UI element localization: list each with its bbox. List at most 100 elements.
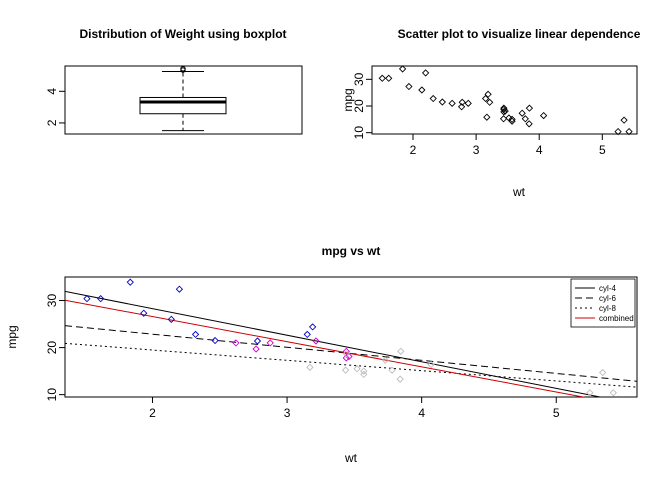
legend-label-combined: combined xyxy=(599,314,634,323)
scatter-point xyxy=(385,74,393,82)
boxplot-y-tick-label: 2 xyxy=(45,119,59,126)
point-cyl-8 xyxy=(306,363,314,371)
scatter-x-tick-label: 4 xyxy=(536,143,543,157)
point-cyl-8 xyxy=(427,360,435,369)
point-cyl-4 xyxy=(253,337,262,345)
legend-label-cyl-8: cyl-8 xyxy=(599,304,616,313)
scatter-point xyxy=(518,109,526,117)
point-cyl-4 xyxy=(140,309,148,317)
grouped-y-axis: 10 20 30 xyxy=(45,294,66,402)
scatter-y-tick-label: 10 xyxy=(352,126,366,140)
grouped-x-label: wt xyxy=(344,451,358,465)
scatter-point xyxy=(499,115,508,123)
legend-box xyxy=(570,278,636,328)
boxplot-iqr-box xyxy=(139,96,227,115)
scatter-points xyxy=(378,65,633,136)
scatter-point xyxy=(464,99,472,107)
point-cyl-8 xyxy=(360,370,368,379)
scatter-y-tick-label: 20 xyxy=(352,99,366,113)
legend-label-cyl-4: cyl-4 xyxy=(599,284,616,293)
scatter-point xyxy=(421,69,430,77)
point-cyl-4 xyxy=(191,330,200,339)
boxplot-outlier xyxy=(180,66,186,72)
scatter-x-tick-label: 2 xyxy=(410,143,417,157)
scatter-point xyxy=(625,127,633,136)
grouped-title: mpg vs wt xyxy=(322,244,381,258)
boxplot-panel: Distribution of Weight using boxplot 24 xyxy=(45,27,303,135)
scatter-point xyxy=(539,111,548,120)
fit-line-cyl-8 xyxy=(65,342,637,388)
scatter-point xyxy=(448,99,456,107)
scatter-x-tick-label: 3 xyxy=(473,143,480,157)
scatter-point xyxy=(457,103,466,111)
point-cyl-4 xyxy=(303,330,311,339)
grouped-y-tick-label: 30 xyxy=(45,294,59,308)
point-cyl-4 xyxy=(175,285,184,293)
point-cyl-6 xyxy=(252,345,260,353)
scatter-point xyxy=(525,104,534,112)
point-cyl-4 xyxy=(97,295,105,303)
grouped-x-tick-label: 3 xyxy=(284,406,291,420)
grouped-y-label: mpg xyxy=(5,325,19,348)
scatter-title: Scatter plot to visualize linear depende… xyxy=(398,27,641,41)
scatter-point xyxy=(483,113,491,121)
point-cyl-8 xyxy=(586,389,594,397)
scatter-point xyxy=(521,115,529,123)
fit-line-combined xyxy=(65,299,586,397)
legend-label-cyl-6: cyl-6 xyxy=(599,294,616,303)
point-cyl-4 xyxy=(83,295,91,303)
scatter-point xyxy=(405,82,413,91)
point-cyl-8 xyxy=(353,365,361,373)
grouped-x-tick-label: 5 xyxy=(553,406,560,420)
scatter-point xyxy=(500,104,508,112)
scatter-point xyxy=(620,116,628,124)
scatter-y-label: mpg xyxy=(341,88,355,111)
point-cyl-8 xyxy=(397,347,405,355)
boxplot-title: Distribution of Weight using boxplot xyxy=(79,27,286,41)
point-cyl-4 xyxy=(211,336,219,345)
scatter-point xyxy=(438,98,446,106)
grouped-x-tick-label: 4 xyxy=(418,406,425,420)
scatter-point xyxy=(458,98,466,106)
point-cyl-4 xyxy=(126,278,134,286)
scatter-point xyxy=(500,108,508,116)
scatter-panel: Scatter plot to visualize linear depende… xyxy=(341,27,641,199)
boxplot-y-axis: 24 xyxy=(45,88,66,126)
scatter-x-axis: 2 3 4 5 xyxy=(410,133,606,157)
boxplot-y-tick-label: 4 xyxy=(45,88,59,95)
scatter-point xyxy=(508,117,516,125)
scatter-point xyxy=(418,86,426,94)
scatter-point xyxy=(429,94,437,103)
boxplot-box-group xyxy=(139,66,227,132)
scatter-point xyxy=(525,120,533,128)
point-cyl-4 xyxy=(167,315,175,323)
point-cyl-6 xyxy=(312,337,320,345)
fit-line-cyl-4 xyxy=(65,290,603,397)
grouped-y-tick-label: 20 xyxy=(45,341,59,355)
grouped-y-tick-label: 10 xyxy=(45,388,59,402)
scatter-y-tick-label: 30 xyxy=(352,72,366,86)
point-cyl-8 xyxy=(599,368,607,377)
grouped-plot-frame xyxy=(64,276,638,398)
point-cyl-8 xyxy=(341,366,350,374)
grouped-x-tick-label: 2 xyxy=(149,406,156,420)
scatter-point xyxy=(484,90,492,98)
point-cyl-8 xyxy=(342,350,350,358)
scatter-y-axis: 10 20 30 xyxy=(352,72,373,140)
scatter-point xyxy=(508,115,516,123)
point-cyl-8 xyxy=(360,367,368,375)
grouped-x-axis: 2 3 4 5 xyxy=(149,396,560,420)
grouped-points xyxy=(83,278,617,397)
point-cyl-6 xyxy=(266,339,274,347)
scatter-point xyxy=(398,65,407,73)
point-cyl-8 xyxy=(388,366,396,374)
scatter-point xyxy=(378,74,386,82)
scatter-x-label: wt xyxy=(512,185,526,199)
scatter-point xyxy=(481,94,490,103)
point-cyl-4 xyxy=(309,323,317,331)
point-cyl-8 xyxy=(381,356,389,364)
point-cyl-8 xyxy=(396,375,404,383)
